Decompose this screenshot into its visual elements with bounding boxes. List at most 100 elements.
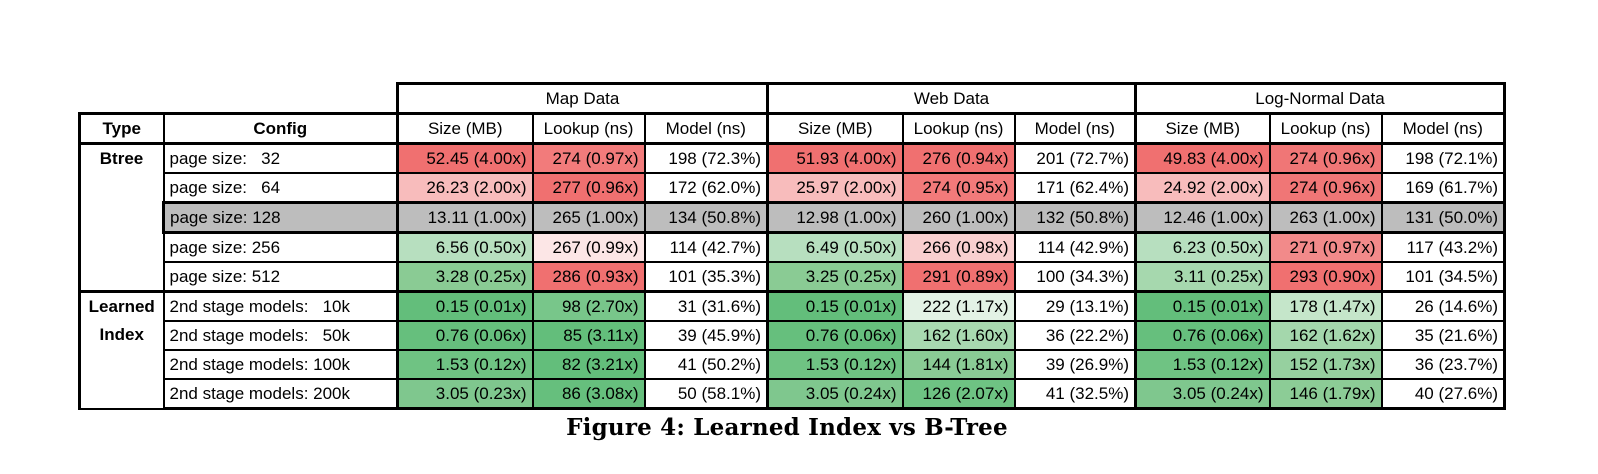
table-row: 2nd stage models: 200k 3.05 (0.23x) 86 (3.… [80, 378, 1506, 410]
lookup-cell: 271 (0.97x) [1268, 231, 1383, 263]
table-row: Learned Index 2nd stage models: 10k 0.15 (0… [78, 290, 1506, 410]
size-cell: 0.15 (0.01x) [396, 290, 534, 322]
group-map-data: Map Data [396, 82, 769, 115]
header-size: Size (MB) [1134, 112, 1271, 145]
lookup-cell: 260 (1.00x) [901, 201, 1016, 234]
lookup-cell: 162 (1.62x) [1268, 320, 1383, 351]
size-cell: 0.76 (0.06x) [396, 320, 534, 351]
model-cell: 100 (34.3%) [1013, 261, 1137, 293]
lookup-cell: 266 (0.98x) [901, 231, 1016, 263]
size-cell: 12.98 (1.00x) [766, 201, 904, 234]
size-cell: 0.15 (0.01x) [1134, 290, 1271, 322]
lookup-cell: 222 (1.17x) [901, 290, 1016, 322]
size-cell: 12.46 (1.00x) [1134, 201, 1271, 234]
header-lookup: Lookup (ns) [1268, 112, 1383, 145]
lookup-cell: 98 (2.70x) [531, 290, 646, 322]
config-cell: page size: 256 [162, 231, 399, 263]
size-cell: 0.76 (0.06x) [1134, 320, 1271, 351]
size-cell: 3.11 (0.25x) [1134, 261, 1271, 293]
model-cell: 132 (50.8%) [1013, 201, 1137, 234]
model-cell: 29 (13.1%) [1013, 290, 1137, 322]
model-cell: 36 (23.7%) [1380, 349, 1506, 380]
header-config: Config [162, 112, 399, 145]
header-size: Size (MB) [396, 112, 534, 145]
header-model: Model (ns) [1013, 112, 1137, 145]
lookup-cell: 86 (3.08x) [531, 378, 646, 410]
size-cell: 6.49 (0.50x) [766, 231, 904, 263]
config-cell: 2nd stage models: 50k [162, 320, 399, 351]
results-table: Map Data Web Data Log-Normal Data Type C… [78, 82, 1506, 410]
config-cell: page size: 128 [162, 201, 399, 234]
model-cell: 41 (50.2%) [643, 349, 769, 380]
lookup-cell: 263 (1.00x) [1268, 201, 1383, 234]
table-row: 2nd stage models: 100k 1.53 (0.12x) 82 (3.… [80, 349, 1506, 380]
size-cell: 13.11 (1.00x) [396, 201, 534, 234]
model-cell: 36 (22.2%) [1013, 320, 1137, 351]
lookup-cell: 277 (0.96x) [531, 172, 646, 204]
table-row: 2nd stage models: 50k 0.76 (0.06x) 85 (3.1… [80, 320, 1506, 351]
model-cell: 101 (35.3%) [643, 261, 769, 293]
type-btree: Btree [78, 142, 165, 293]
size-cell: 6.56 (0.50x) [396, 231, 534, 263]
lookup-cell: 162 (1.60x) [901, 320, 1016, 351]
model-cell: 169 (61.7%) [1380, 172, 1506, 204]
model-cell: 50 (58.1%) [643, 378, 769, 410]
model-cell: 198 (72.3%) [643, 142, 769, 174]
table-row: page size: 512 3.28 (0.25x) 286 (0.93x) 101… [80, 261, 1506, 293]
size-cell: 1.53 (0.12x) [1134, 349, 1271, 380]
type-learned-line1: Learned [88, 297, 155, 316]
type-learned-index: Learned Index [78, 290, 165, 410]
lookup-cell: 274 (0.96x) [1268, 142, 1383, 174]
header-type: Type [78, 112, 165, 145]
model-cell: 198 (72.1%) [1380, 142, 1506, 174]
size-cell: 1.53 (0.12x) [396, 349, 534, 380]
lookup-cell: 126 (2.07x) [901, 378, 1016, 410]
size-cell: 6.23 (0.50x) [1134, 231, 1271, 263]
config-cell: page size: 32 [162, 142, 399, 174]
model-cell: 31 (31.6%) [643, 290, 769, 322]
lookup-cell: 291 (0.89x) [901, 261, 1016, 293]
group-header-row: Map Data Web Data Log-Normal Data [80, 82, 1506, 115]
table-row: Btree page size: 32 52.45 (4.00x) 274 (0.97… [78, 142, 1506, 293]
lookup-cell: 276 (0.94x) [901, 142, 1016, 174]
header-size: Size (MB) [766, 112, 904, 145]
model-cell: 39 (45.9%) [643, 320, 769, 351]
config-cell: page size: 64 [162, 172, 399, 204]
lookup-cell: 82 (3.21x) [531, 349, 646, 380]
lookup-cell: 274 (0.96x) [1268, 172, 1383, 204]
type-learned-line2: Index [99, 325, 144, 344]
blank-cell [80, 84, 164, 114]
lookup-cell: 274 (0.95x) [901, 172, 1016, 204]
size-cell: 3.25 (0.25x) [766, 261, 904, 293]
size-cell: 51.93 (4.00x) [766, 142, 904, 174]
model-cell: 114 (42.9%) [1013, 231, 1137, 263]
model-cell: 26 (14.6%) [1380, 290, 1506, 322]
model-cell: 101 (34.5%) [1380, 261, 1506, 293]
table-body: Btree page size: 32 52.45 (4.00x) 274 (0.97… [78, 142, 1506, 410]
model-cell: 134 (50.8%) [643, 201, 769, 234]
table-row: page size: 64 26.23 (2.00x) 277 (0.96x) 172… [80, 172, 1506, 204]
lookup-cell: 146 (1.79x) [1268, 378, 1383, 410]
header-model: Model (ns) [643, 112, 769, 145]
header-lookup: Lookup (ns) [901, 112, 1016, 145]
table-row: page size: 256 6.56 (0.50x) 267 (0.99x) 114… [80, 231, 1506, 263]
model-cell: 39 (26.9%) [1013, 349, 1137, 380]
size-cell: 0.76 (0.06x) [766, 320, 904, 351]
table-row: page size: 128 13.11 (1.00x) 265 (1.00x) 13… [80, 201, 1506, 234]
size-cell: 24.92 (2.00x) [1134, 172, 1271, 204]
lookup-cell: 152 (1.73x) [1268, 349, 1383, 380]
lookup-cell: 85 (3.11x) [531, 320, 646, 351]
size-cell: 1.53 (0.12x) [766, 349, 904, 380]
size-cell: 3.28 (0.25x) [396, 261, 534, 293]
size-cell: 49.83 (4.00x) [1134, 142, 1271, 174]
group-web-data: Web Data [766, 82, 1137, 115]
model-cell: 41 (32.5%) [1013, 378, 1137, 410]
header-lookup: Lookup (ns) [531, 112, 646, 145]
model-cell: 172 (62.0%) [643, 172, 769, 204]
model-cell: 35 (21.6%) [1380, 320, 1506, 351]
model-cell: 40 (27.6%) [1380, 378, 1506, 410]
lookup-cell: 265 (1.00x) [531, 201, 646, 234]
size-cell: 3.05 (0.23x) [396, 378, 534, 410]
model-cell: 131 (50.0%) [1380, 201, 1506, 234]
lookup-cell: 293 (0.90x) [1268, 261, 1383, 293]
